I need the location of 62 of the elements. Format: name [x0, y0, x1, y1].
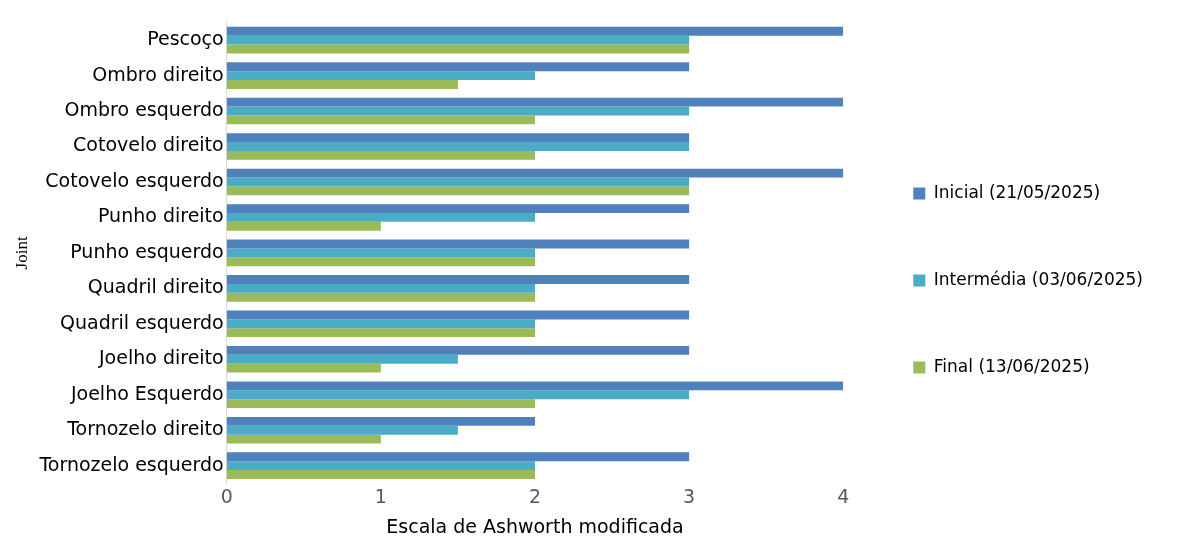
bar	[226, 434, 381, 444]
bar	[226, 292, 535, 302]
x-tick-label: 3	[683, 484, 696, 507]
y-tick-label: Quadril direito	[87, 275, 224, 298]
y-tick-label: Cotovelo esquerdo	[45, 168, 224, 191]
y-tick-label: Tornozelo esquerdo	[38, 452, 224, 475]
bar	[226, 354, 458, 364]
bar	[226, 97, 844, 107]
y-tick-label: Ombro esquerdo	[64, 97, 224, 120]
y-tick-label: Punho esquerdo	[70, 239, 224, 262]
y-tick-label: Cotovelo direito	[73, 133, 224, 156]
x-tick-label: 1	[374, 484, 387, 507]
bar	[226, 381, 844, 391]
bar	[226, 204, 690, 214]
bar	[226, 150, 535, 160]
bar	[226, 363, 381, 373]
y-tick-label: Tornozelo direito	[66, 417, 224, 440]
x-tick-label: 4	[837, 484, 850, 507]
legend-label: Final (13/06/2025)	[933, 355, 1090, 376]
bar	[226, 142, 690, 151]
bar	[226, 283, 535, 293]
y-tick-label: Joelho direito	[98, 346, 224, 369]
bar	[226, 248, 535, 258]
bar	[226, 168, 844, 178]
bar	[226, 390, 690, 400]
bar	[226, 115, 535, 125]
legend-label: Inicial (21/05/2025)	[933, 181, 1101, 202]
bar	[226, 133, 690, 143]
bar	[226, 452, 690, 462]
bar	[226, 71, 535, 81]
bar	[226, 319, 535, 329]
bar	[226, 345, 690, 355]
x-tick-label: 2	[528, 484, 542, 507]
y-tick-label: Pescoço	[147, 27, 224, 50]
bar	[226, 62, 690, 72]
bar	[226, 106, 690, 116]
bar	[226, 35, 690, 45]
legend-label: Intermédia (03/06/2025)	[933, 268, 1144, 289]
bar	[226, 470, 535, 479]
bar	[226, 399, 535, 409]
x-tick-label: 0	[220, 484, 233, 507]
y-axis-title: Joint	[11, 236, 31, 270]
y-tick-label: Quadril esquerdo	[60, 310, 224, 333]
bar	[226, 213, 535, 222]
bar	[226, 328, 535, 338]
bar	[226, 177, 690, 187]
bar	[226, 221, 381, 231]
bar	[226, 80, 458, 89]
bar	[226, 186, 690, 196]
y-tick-label: Ombro direito	[92, 62, 224, 85]
bar	[226, 26, 844, 36]
y-tick-label: Punho direito	[97, 204, 224, 227]
y-tick-label: Joelho Esquerdo	[69, 381, 224, 404]
bar	[226, 310, 690, 320]
bar	[226, 275, 690, 284]
bar	[226, 461, 535, 471]
bar	[226, 239, 690, 249]
bar	[226, 425, 458, 435]
x-axis-title: Escala de Ashworth modificada	[386, 514, 684, 537]
bar	[226, 257, 535, 267]
bar	[226, 44, 690, 54]
bar	[226, 416, 535, 426]
